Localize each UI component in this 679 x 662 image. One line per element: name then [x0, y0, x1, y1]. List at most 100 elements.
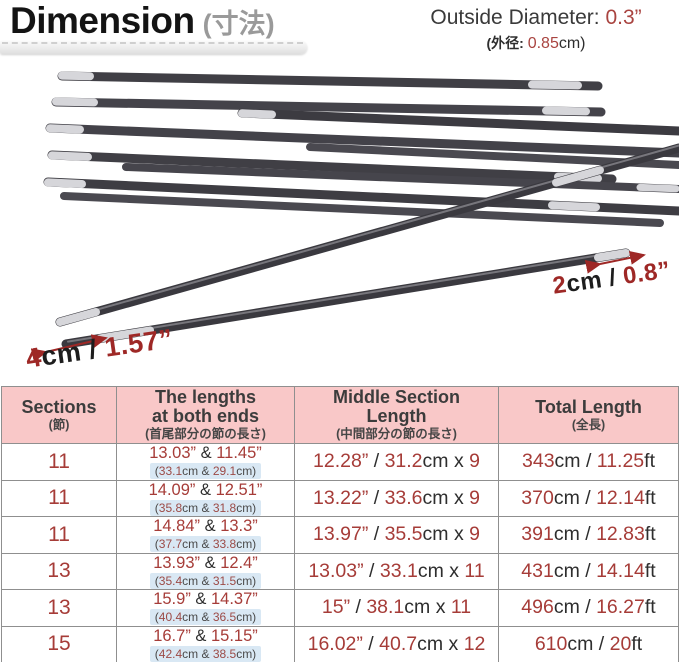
pole-ferrule — [548, 201, 600, 212]
title-text: Dimension — [10, 0, 195, 41]
pole-ferrule — [52, 97, 98, 107]
sections-cell: 13 — [1, 589, 117, 627]
diameter-value: 0.3” — [605, 6, 642, 29]
end-cm-highlight: (35.8cm & 31.8cm) — [149, 499, 262, 516]
mid-cm: 38.1 — [366, 596, 405, 619]
header-sections: Sections (節) — [1, 386, 117, 444]
diameter-jp-label: (外径: — [486, 35, 528, 51]
pole-rod — [45, 123, 679, 158]
pole-rod — [51, 97, 606, 117]
total-ft: 12.83 — [596, 523, 645, 546]
end-length-inch: 0.8” — [621, 256, 673, 290]
end-cm-a: 35.8 — [158, 500, 183, 515]
pole-ferrule — [48, 151, 92, 161]
end-inch-b: 15.15” — [211, 626, 258, 645]
end-inch-b: 13.3” — [220, 517, 258, 536]
end-inch-b: 12.51” — [215, 480, 263, 499]
end-cm-a: 40.4 — [158, 610, 183, 625]
end-cm-highlight: (35.4cm & 31.5cm) — [149, 572, 262, 589]
mid-inch: 12.28” — [313, 450, 369, 473]
total-ft: 16.27 — [596, 596, 645, 619]
end-cm-a: 33.1 — [158, 464, 183, 479]
sections-value: 15 — [47, 632, 71, 656]
end-lengths-cell: 13.93” & 12.4” (35.4cm & 31.5cm) — [116, 552, 295, 590]
pole-rod — [57, 71, 603, 91]
end-lengths-cell: 15.9” & 14.37” (40.4cm & 36.5cm) — [116, 589, 295, 627]
end-inch-a: 15.9” — [153, 590, 191, 609]
pole-tip-silver — [594, 249, 630, 262]
mid-inch: 13.97” — [313, 523, 369, 546]
sections-value: 11 — [48, 486, 70, 510]
end-cm-a: 42.4 — [158, 646, 183, 661]
total-ft: 14.14 — [596, 559, 645, 582]
total-length-cell: 391cm / 12.83ft — [498, 516, 679, 554]
end-lengths-cell: 14.84” & 13.3” (37.7cm & 33.8cm) — [116, 516, 295, 554]
pole-rod — [60, 192, 664, 227]
middle-length-cell: 15” / 38.1cm x 11 — [294, 589, 499, 627]
table-row: 13 15.9” & 14.37” (40.4cm & 36.5cm) 15” … — [1, 589, 679, 627]
middle-length-cell: 13.03” / 33.1cm x 11 — [294, 552, 499, 590]
total-length-cell: 343cm / 11.25ft — [498, 443, 679, 481]
pole-ferrule — [528, 80, 582, 90]
sections-cell: 11 — [1, 479, 117, 517]
pole-ferrule — [636, 183, 679, 193]
outside-diameter-note: Outside Diameter: 0.3” (外径: 0.85cm) — [398, 6, 674, 53]
mid-inch: 16.02” — [307, 632, 363, 655]
end-inch-a: 14.09” — [148, 480, 196, 499]
pole-ferrule — [238, 109, 276, 119]
title-underline — [0, 41, 307, 54]
pole-ferrule — [542, 106, 590, 116]
sections-cell: 13 — [1, 552, 117, 590]
total-ft: 12.14 — [596, 486, 645, 509]
total-length-cell: 370cm / 12.14ft — [498, 479, 679, 517]
mid-cm: 35.5 — [384, 523, 423, 546]
mid-cm: 33.1 — [379, 559, 418, 582]
mid-cm: 33.6 — [384, 486, 423, 509]
end-lengths-cell: 13.03” & 11.45” (33.1cm & 29.1cm) — [116, 443, 295, 481]
table-row: 15 16.7” & 15.15” (42.4cm & 38.5cm) 16.0… — [1, 625, 679, 662]
total-cm: 391 — [521, 523, 554, 546]
mid-inch: 13.03” — [308, 559, 364, 582]
end-inch-a: 14.84” — [153, 517, 200, 536]
pole-tip-silver — [56, 308, 100, 326]
sections-value: 11 — [48, 449, 70, 473]
page-title: Dimension (寸法) — [10, 0, 275, 42]
end-cm-b: 29.1 — [212, 464, 237, 479]
mid-inch: 13.22” — [313, 486, 369, 509]
header-end-lengths: The lengths at both ends (首尾部分の節の長さ) — [116, 386, 295, 444]
end-cm-b: 38.5 — [212, 646, 237, 661]
middle-length-cell: 13.22” / 33.6cm x 9 — [294, 479, 499, 517]
end-cm-a: 37.7 — [158, 537, 183, 552]
end-cm-highlight: (42.4cm & 38.5cm) — [149, 645, 262, 662]
total-cm: 496 — [521, 596, 554, 619]
sections-value: 11 — [48, 522, 70, 546]
end-inch-b: 14.37” — [211, 590, 258, 609]
mid-count: 11 — [464, 559, 485, 582]
mid-cm: 31.2 — [384, 450, 423, 473]
pole-bundle — [43, 71, 679, 227]
middle-length-cell: 13.97” / 35.5cm x 9 — [294, 516, 499, 554]
total-length-cell: 496cm / 16.27ft — [498, 589, 679, 627]
pole-rod — [47, 150, 617, 184]
total-cm: 431 — [521, 559, 554, 582]
extended-poles — [55, 143, 679, 349]
pole-rod — [237, 108, 679, 136]
measure-arrow-4cm — [30, 334, 108, 362]
sections-value: 13 — [47, 559, 71, 583]
mid-count: 12 — [463, 632, 486, 655]
pole-rod-diagonal — [61, 248, 631, 349]
end-cm-a: 35.4 — [158, 573, 183, 588]
end-cm-highlight: (33.1cm & 29.1cm) — [149, 463, 262, 480]
end-lengths-cell: 16.7” & 15.15” (42.4cm & 38.5cm) — [116, 625, 295, 662]
pole-ferrule — [44, 178, 86, 188]
end-cm-highlight: (37.7cm & 33.8cm) — [149, 536, 262, 553]
table-row: 11 13.03” & 11.45” (33.1cm & 29.1cm) 12.… — [1, 443, 679, 481]
total-ft: 11.25 — [596, 450, 645, 473]
pole-ferrule — [552, 166, 604, 187]
header-total-length: Total Length (全長) — [498, 386, 679, 444]
pole-ferrule — [46, 124, 84, 134]
sections-cell: 15 — [1, 625, 117, 662]
diameter-label: Outside Diameter: — [430, 6, 606, 29]
end-cm-b: 31.8 — [212, 500, 237, 515]
